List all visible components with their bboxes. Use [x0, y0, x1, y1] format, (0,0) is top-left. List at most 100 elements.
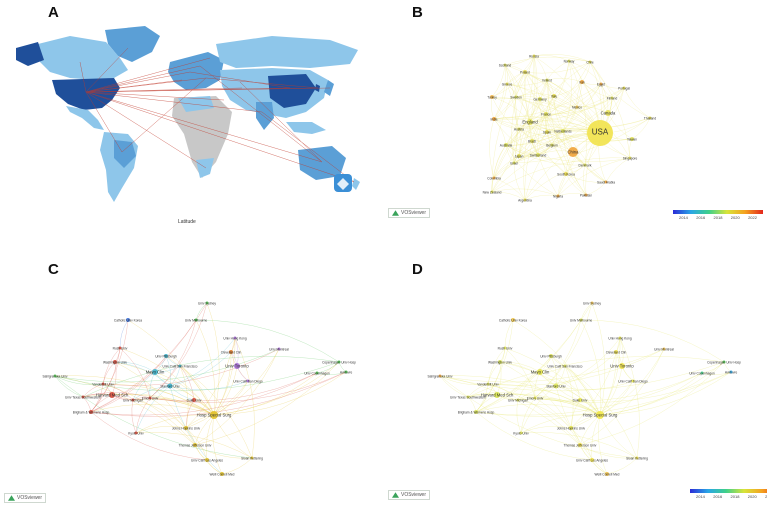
- network-node-label: Italy: [551, 95, 557, 99]
- network-edge: [111, 361, 117, 396]
- network-edge: [537, 130, 564, 156]
- network-edge: [165, 355, 171, 387]
- network-edge: [539, 98, 564, 132]
- network-edge: [529, 121, 553, 146]
- network-edge: [193, 399, 215, 416]
- network-node-label: Hvidovre: [340, 371, 353, 375]
- network-edge: [54, 375, 84, 398]
- network-edge: [515, 71, 526, 98]
- network-edge: [565, 173, 607, 183]
- network-node-label: Rush Univ: [498, 347, 513, 351]
- network-edge: [546, 79, 578, 108]
- network-node: [490, 95, 494, 99]
- network-edge: [579, 444, 608, 475]
- network-node: [194, 318, 198, 322]
- network-edge: [619, 337, 640, 459]
- network-edge: [529, 121, 564, 132]
- network-edge: [579, 348, 665, 446]
- network-edge: [491, 188, 559, 197]
- network-edge: [491, 64, 506, 98]
- network-edge: [111, 394, 151, 400]
- network-edge: [581, 61, 591, 83]
- network-edge: [505, 144, 559, 197]
- network-edge: [149, 319, 197, 399]
- network-edge: [539, 98, 601, 134]
- network-node: [511, 318, 515, 322]
- network-edge: [524, 164, 586, 201]
- network-edge: [499, 361, 601, 416]
- network-edge: [169, 385, 195, 401]
- network-edge: [599, 83, 605, 134]
- network-edge: [579, 361, 725, 446]
- network-node: [517, 127, 521, 131]
- panel-label-c: C: [48, 261, 59, 278]
- network-edge: [529, 95, 555, 123]
- network-node: [205, 301, 209, 305]
- network-edge: [504, 64, 518, 164]
- network-edge: [518, 144, 553, 157]
- network-node: [630, 137, 634, 141]
- network-edge: [90, 319, 129, 413]
- network-edge: [546, 106, 578, 133]
- network-edge: [213, 371, 347, 416]
- network-edge: [545, 106, 578, 115]
- network-edge: [600, 83, 625, 89]
- network-edge: [195, 319, 216, 416]
- network-edge: [546, 128, 601, 134]
- network-node: [618, 336, 622, 340]
- network-edge: [493, 121, 531, 179]
- network-edge: [493, 117, 651, 131]
- network-node: [505, 82, 509, 86]
- network-edge: [551, 130, 564, 146]
- network-node: [584, 193, 588, 197]
- network-edge: [506, 83, 601, 134]
- vosviewer-logo-icon: [8, 495, 15, 501]
- network-edge: [545, 113, 553, 146]
- network-edge: [504, 64, 601, 134]
- network-edge: [562, 130, 586, 166]
- network-node-label: Singapore: [623, 157, 638, 161]
- network-edge: [545, 113, 564, 132]
- network-node: [178, 364, 182, 368]
- network-edge: [533, 54, 591, 63]
- network-node-label: Univ Sydney: [583, 302, 601, 306]
- network-edge: [529, 120, 601, 134]
- network-edge: [54, 348, 280, 383]
- network-node-label: Harvard Med Sch: [481, 393, 514, 398]
- network-node-label: Russia: [529, 55, 539, 59]
- network-node-label: Sloan Kettering: [626, 457, 648, 461]
- network-edge: [82, 392, 151, 399]
- network-edge: [537, 150, 574, 156]
- network-edge: [154, 371, 215, 416]
- network-edge: [589, 61, 651, 119]
- network-node: [552, 94, 556, 98]
- network-edge: [518, 121, 531, 157]
- network-edge: [149, 385, 171, 399]
- network-node-label: Nigeria: [553, 195, 563, 199]
- network-edge: [493, 118, 507, 146]
- network-edge: [562, 106, 578, 132]
- network-node-label: Johns Hopkins Univ: [557, 427, 586, 431]
- network-edge: [599, 348, 665, 416]
- network-edge: [621, 365, 634, 382]
- network-node-label: Weill Cornell Med: [595, 473, 620, 477]
- network-edge: [506, 83, 531, 123]
- network-node: [700, 371, 704, 375]
- network-edge: [518, 128, 533, 142]
- network-edge: [524, 71, 631, 159]
- network-edge: [212, 414, 223, 475]
- network-edge: [504, 347, 536, 399]
- network-edge: [529, 121, 567, 175]
- network-edge: [493, 87, 625, 120]
- network-node-label: Poland: [520, 71, 530, 75]
- network-edge: [493, 155, 520, 179]
- network-node-label: Switzerland: [530, 154, 547, 158]
- network-edge: [599, 337, 621, 416]
- network-edge: [600, 83, 613, 99]
- panel-label-d: D: [412, 261, 423, 278]
- network-edge: [213, 337, 236, 416]
- network-edge: [102, 348, 280, 386]
- network-edge: [562, 128, 601, 134]
- network-edge: [149, 397, 196, 446]
- network-edge: [213, 348, 280, 416]
